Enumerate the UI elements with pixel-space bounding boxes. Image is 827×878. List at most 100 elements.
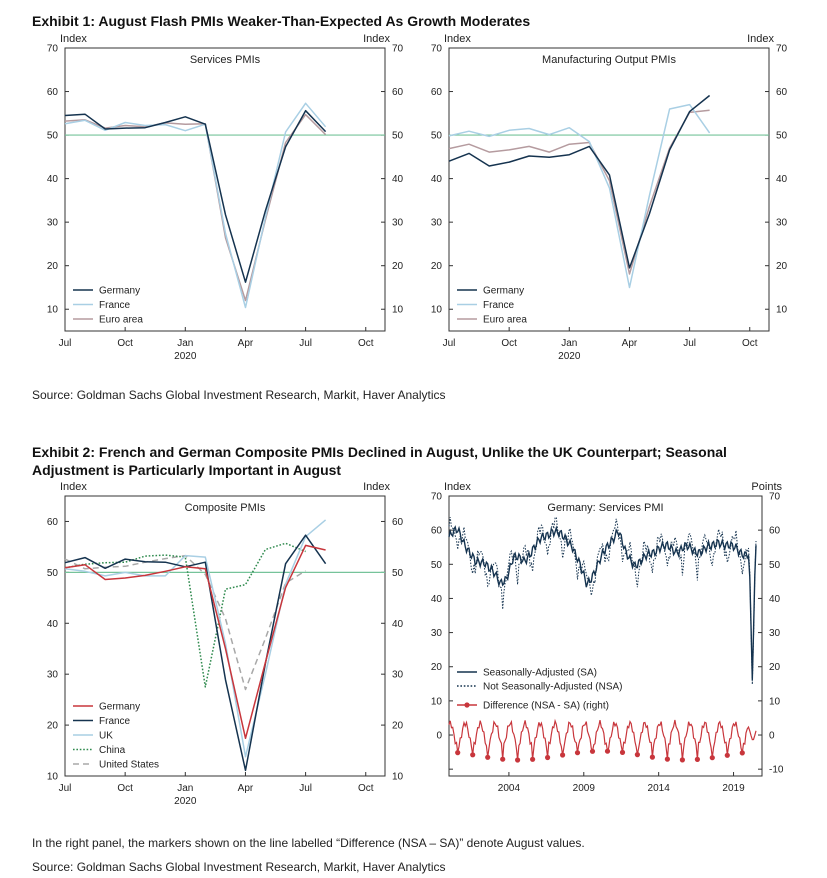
august-marker bbox=[649, 754, 655, 760]
series-line-euro-area bbox=[64, 113, 327, 302]
y-tick-label: -10 bbox=[769, 765, 784, 776]
series-line-euro-area bbox=[448, 109, 710, 275]
y-tick-label: 30 bbox=[47, 218, 59, 229]
y-tick-label: 30 bbox=[392, 670, 404, 681]
x-tick-label: Oct bbox=[117, 783, 133, 794]
august-marker bbox=[679, 757, 685, 763]
august-marker bbox=[500, 756, 506, 762]
legend-label: France bbox=[99, 300, 131, 311]
august-marker bbox=[694, 756, 700, 762]
legend-label: United States bbox=[99, 760, 159, 771]
legend-label: UK bbox=[99, 731, 113, 742]
y-tick-label: 60 bbox=[769, 526, 781, 537]
y-tick-label: 40 bbox=[47, 619, 59, 630]
legend-label: France bbox=[99, 716, 131, 727]
exhibit1-source: Source: Goldman Sachs Global Investment … bbox=[32, 388, 446, 402]
y-tick-label: 60 bbox=[431, 87, 443, 98]
y-tick-label: 10 bbox=[392, 772, 404, 783]
y-tick-label: 60 bbox=[776, 87, 788, 98]
legend-label: Germany bbox=[99, 286, 140, 297]
y-tick-label: 70 bbox=[776, 44, 788, 55]
x-tick-label: Oct bbox=[117, 338, 133, 349]
y-tick-label: 40 bbox=[776, 174, 788, 185]
y-tick-label: 50 bbox=[47, 131, 59, 142]
august-marker bbox=[560, 752, 566, 758]
x-tick-label: Oct bbox=[358, 338, 374, 349]
x-tick-label: 2004 bbox=[498, 783, 521, 794]
exhibit2-title-line1: Exhibit 2: French and German Composite P… bbox=[32, 444, 727, 460]
august-marker bbox=[664, 756, 670, 762]
august-marker bbox=[724, 752, 730, 758]
series-line-sa bbox=[448, 525, 757, 680]
y-tick-label: 10 bbox=[392, 305, 404, 316]
y-tick-label: 30 bbox=[392, 218, 404, 229]
x-tick-label: Oct bbox=[358, 783, 374, 794]
y-tick-label: 20 bbox=[47, 721, 59, 732]
plot-frame bbox=[64, 495, 386, 777]
exhibit1-title: Exhibit 1: August Flash PMIs Weaker-Than… bbox=[32, 13, 531, 29]
series-line-china bbox=[64, 542, 306, 688]
series-line-germany bbox=[64, 109, 327, 283]
y-tick-label: 10 bbox=[47, 772, 59, 783]
y-tick-label: 50 bbox=[431, 560, 443, 571]
y-tick-label: 70 bbox=[431, 44, 443, 55]
x-tick-label: Jul bbox=[59, 783, 72, 794]
y-tick-label: 20 bbox=[47, 261, 59, 272]
y-tick-label: 50 bbox=[769, 560, 781, 571]
y-axis-label-right: Points bbox=[751, 481, 782, 493]
legend-label: Germany bbox=[483, 286, 524, 297]
series-line-france bbox=[64, 102, 327, 309]
x-tick-label: Apr bbox=[622, 338, 638, 349]
y-axis-label-right: Index bbox=[747, 33, 774, 45]
exhibit2-note: In the right panel, the markers shown on… bbox=[32, 836, 585, 850]
legend-marker bbox=[464, 702, 470, 708]
x-tick-label: 2019 bbox=[722, 783, 745, 794]
august-marker bbox=[739, 750, 745, 756]
y-tick-label: 40 bbox=[392, 619, 404, 630]
series-line-france bbox=[64, 534, 327, 772]
y-tick-label: 40 bbox=[392, 174, 404, 185]
y-tick-label: 20 bbox=[776, 261, 788, 272]
series-line-nsa bbox=[448, 516, 757, 685]
plot-frame bbox=[448, 495, 763, 777]
series-line-difference bbox=[448, 718, 757, 761]
chart-title: Manufacturing Output PMIs bbox=[542, 54, 676, 66]
plot-frame bbox=[448, 47, 770, 332]
x-tick-label: 2014 bbox=[648, 783, 671, 794]
x-tick-label: 2009 bbox=[573, 783, 596, 794]
august-marker bbox=[470, 752, 476, 758]
y-tick-label: 50 bbox=[392, 568, 404, 579]
x-tick-sublabel: 2020 bbox=[174, 796, 197, 807]
x-tick-label: Jul bbox=[299, 783, 312, 794]
august-marker bbox=[634, 752, 640, 758]
x-tick-label: Jan bbox=[177, 783, 193, 794]
y-tick-label: 70 bbox=[392, 44, 404, 55]
x-tick-label: Jul bbox=[683, 338, 696, 349]
x-tick-label: Jul bbox=[443, 338, 456, 349]
legend-label: Not Seasonally-Adjusted (NSA) bbox=[483, 682, 623, 693]
series-line-germany bbox=[448, 94, 711, 269]
legend-label: China bbox=[99, 745, 126, 756]
x-tick-sublabel: 2020 bbox=[174, 351, 197, 362]
x-tick-label: Apr bbox=[238, 783, 254, 794]
y-axis-label-right: Index bbox=[363, 481, 390, 493]
x-tick-label: Oct bbox=[742, 338, 758, 349]
y-tick-label: 40 bbox=[47, 174, 59, 185]
plot-frame bbox=[64, 47, 386, 332]
legend-label: France bbox=[483, 300, 515, 311]
august-marker bbox=[530, 756, 536, 762]
legend-label: Germany bbox=[99, 702, 140, 713]
august-marker bbox=[709, 755, 715, 761]
y-tick-label: 0 bbox=[769, 731, 775, 742]
y-tick-label: 60 bbox=[392, 517, 404, 528]
x-tick-sublabel: 2020 bbox=[558, 351, 581, 362]
legend-label: Euro area bbox=[99, 315, 143, 326]
y-tick-label: 60 bbox=[392, 87, 404, 98]
y-tick-label: 60 bbox=[431, 526, 443, 537]
y-tick-label: 60 bbox=[47, 517, 59, 528]
y-axis-label-left: Index bbox=[444, 481, 471, 493]
y-tick-label: 50 bbox=[47, 568, 59, 579]
y-tick-label: 0 bbox=[436, 731, 442, 742]
